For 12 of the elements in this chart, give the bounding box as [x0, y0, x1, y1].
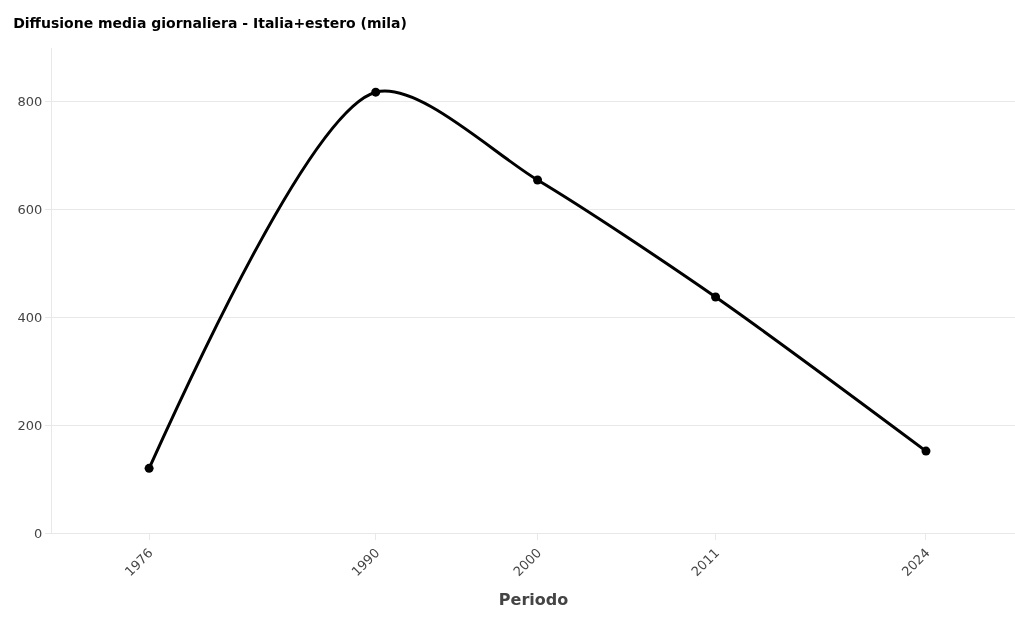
- point: [533, 175, 543, 185]
- y-tick-label: 400: [17, 309, 43, 325]
- point: [921, 446, 931, 456]
- y-tick-label: 0: [34, 525, 43, 541]
- chart-title: Diffusione media giornaliera - Italia+estero (mila): [13, 15, 407, 32]
- y-tick-label: 600: [17, 202, 43, 218]
- point: [144, 463, 154, 473]
- y-tick-label: 800: [17, 94, 43, 110]
- point: [711, 292, 721, 302]
- y-tick-label: 200: [17, 417, 43, 433]
- point: [371, 87, 381, 97]
- x-axis-title: Periodo: [498, 589, 569, 609]
